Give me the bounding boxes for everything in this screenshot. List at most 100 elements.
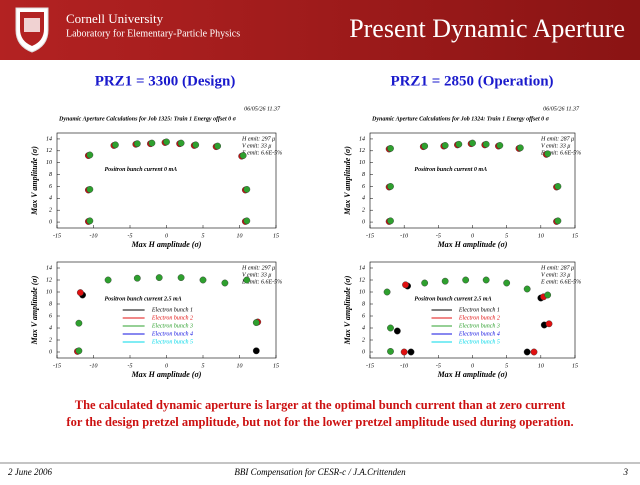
y-tick-label: 12 xyxy=(46,277,52,283)
annotation: Positron bunch current 2.5 mA xyxy=(104,297,181,303)
x-axis-label: Max H amplitude (σ) xyxy=(131,370,202,379)
point xyxy=(530,348,538,356)
point xyxy=(455,140,463,148)
y-axis-label: Max V amplitude (σ) xyxy=(30,275,39,345)
y-tick-label: 12 xyxy=(359,148,365,154)
point xyxy=(441,142,449,149)
column-heading: PRZ1 = 3300 (Design) xyxy=(95,73,236,89)
footer-talk: BBI Compensation for CESR-c / J.A.Critte… xyxy=(234,467,406,477)
y-tick-label: 2 xyxy=(49,337,52,343)
x-tick-label: -10 xyxy=(90,363,98,369)
legend-entry: Electron bunch 3 xyxy=(151,323,193,329)
institution: Cornell University xyxy=(66,11,164,26)
point xyxy=(387,347,394,355)
info-line: H emit: 297 μ xyxy=(241,265,275,271)
footer-date: 2 June 2006 xyxy=(8,467,52,477)
y-tick-label: 8 xyxy=(49,301,52,307)
x-tick-label: -5 xyxy=(436,363,441,369)
x-tick-label: -15 xyxy=(366,233,374,239)
point xyxy=(104,276,112,284)
point xyxy=(516,144,524,152)
x-tick-label: 15 xyxy=(572,363,578,369)
point xyxy=(482,140,490,148)
point xyxy=(243,186,251,193)
point xyxy=(544,291,552,299)
legend-entry: Electron bunch 1 xyxy=(458,307,500,313)
y-tick-label: 2 xyxy=(362,208,365,214)
y-tick-label: 12 xyxy=(359,277,365,283)
x-tick-label: 10 xyxy=(237,233,243,239)
y-tick-label: 6 xyxy=(49,184,52,190)
point xyxy=(407,348,415,356)
plot-date: 06/05/26 11.37 xyxy=(543,106,580,112)
y-tick-label: 6 xyxy=(362,313,365,319)
point xyxy=(383,288,391,296)
y-tick-label: 2 xyxy=(49,208,52,214)
point xyxy=(75,347,83,355)
point xyxy=(421,142,429,150)
plot-title: Dynamic Aperture Calculations for Job 13… xyxy=(371,116,550,122)
y-tick-label: 10 xyxy=(46,289,52,295)
legend-entry: Electron bunch 3 xyxy=(458,323,500,329)
point xyxy=(554,217,562,225)
point xyxy=(545,320,553,328)
point xyxy=(441,277,449,285)
legend-entry: Electron bunch 2 xyxy=(151,315,193,321)
x-tick-label: -10 xyxy=(400,233,408,239)
info-line: E emit: 6.6E-5% xyxy=(241,279,282,285)
point xyxy=(243,217,251,225)
point xyxy=(133,274,141,282)
plot-date: 06/05/26 11.37 xyxy=(244,106,281,112)
annotation: Positron bunch current 0 mA xyxy=(414,167,487,173)
info-line: H emit: 287 μ xyxy=(540,265,574,271)
point xyxy=(482,276,490,284)
y-tick-label: 6 xyxy=(362,184,365,190)
legend-entry: Electron bunch 1 xyxy=(151,307,193,313)
point xyxy=(503,279,511,287)
y-tick-label: 10 xyxy=(359,160,365,166)
header-band xyxy=(0,0,640,60)
point xyxy=(402,281,409,289)
y-tick-label: 14 xyxy=(46,135,52,142)
point xyxy=(252,319,260,326)
info-line: V emit: 33 μ xyxy=(541,272,570,278)
point xyxy=(76,289,84,296)
y-axis-label: Max V amplitude (σ) xyxy=(30,146,39,216)
y-tick-label: 8 xyxy=(362,172,365,178)
x-tick-label: 10 xyxy=(237,363,243,369)
x-tick-label: -5 xyxy=(128,233,133,239)
point xyxy=(112,141,119,149)
point xyxy=(523,285,531,293)
y-tick-label: 14 xyxy=(359,135,365,142)
annotation: Positron bunch current 2.5 mA xyxy=(414,297,491,303)
x-tick-label: 10 xyxy=(538,363,544,369)
x-tick-label: 5 xyxy=(202,363,205,369)
x-tick-label: 10 xyxy=(538,233,544,239)
point xyxy=(155,274,163,281)
point xyxy=(239,152,247,159)
point xyxy=(214,142,222,150)
info-line: H emit: 297 μ xyxy=(241,136,275,142)
y-tick-label: 2 xyxy=(362,337,365,343)
x-tick-label: -15 xyxy=(53,363,61,369)
point xyxy=(192,141,200,149)
y-tick-label: 14 xyxy=(359,264,365,271)
x-tick-label: 0 xyxy=(165,233,168,239)
point xyxy=(148,139,156,147)
point xyxy=(400,348,408,356)
y-tick-label: 0 xyxy=(362,349,365,355)
x-tick-label: -10 xyxy=(400,363,408,369)
point xyxy=(221,279,229,287)
info-line: H emit: 287 μ xyxy=(540,136,574,142)
x-tick-label: 15 xyxy=(572,233,578,239)
y-tick-label: 12 xyxy=(46,148,52,154)
y-tick-label: 6 xyxy=(49,313,52,319)
point xyxy=(462,276,470,284)
point xyxy=(86,217,94,225)
footer-page: 3 xyxy=(623,467,629,477)
x-tick-label: 5 xyxy=(505,233,508,239)
column-heading: PRZ1 = 2850 (Operation) xyxy=(390,73,553,89)
legend-entry: Electron bunch 4 xyxy=(458,330,500,337)
point xyxy=(469,139,476,147)
x-tick-label: -10 xyxy=(90,233,98,239)
